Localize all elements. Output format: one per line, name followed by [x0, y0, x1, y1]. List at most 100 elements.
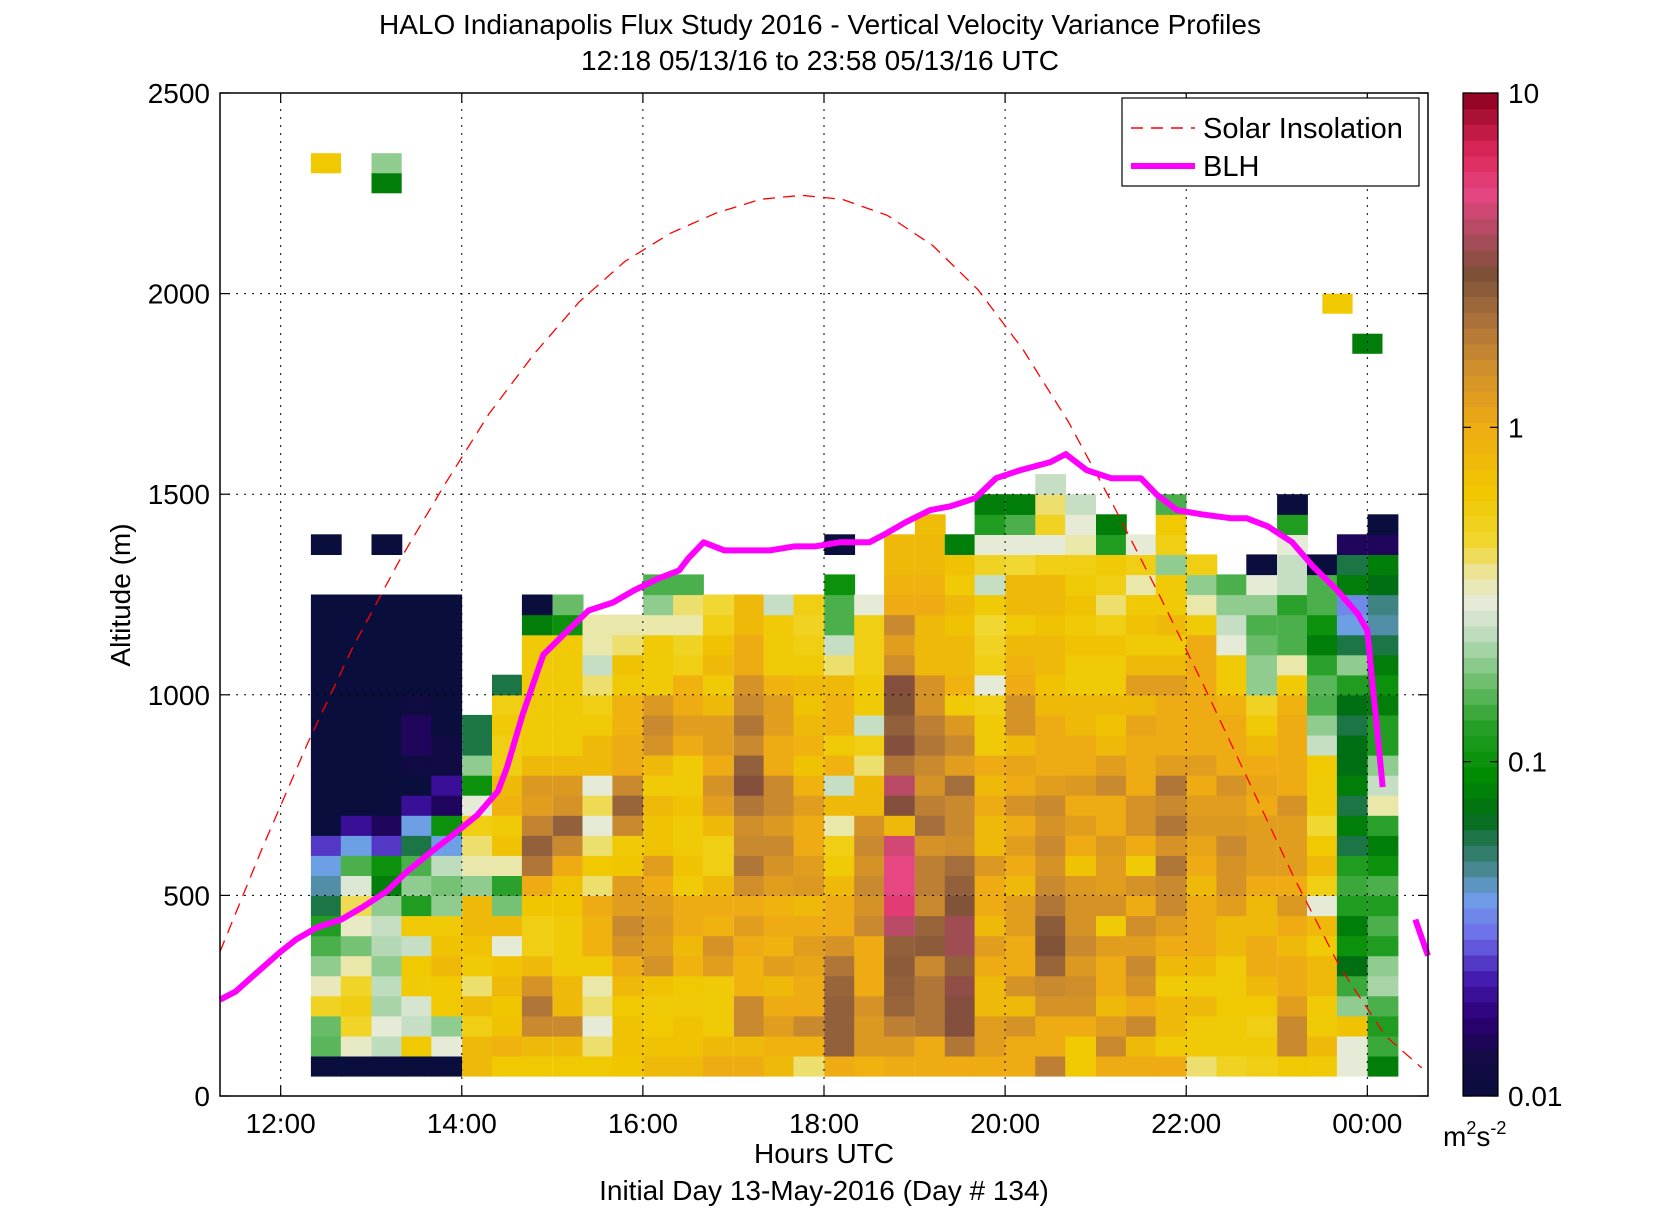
heatmap-cell [854, 955, 885, 977]
heatmap-cell [1035, 855, 1067, 876]
heatmap-cell [1005, 755, 1037, 776]
heatmap-cell [431, 654, 463, 676]
heatmap-cell [462, 1035, 493, 1057]
heatmap-cell [854, 895, 885, 917]
heatmap-cell [462, 755, 493, 776]
colorbar-swatch [1463, 892, 1498, 909]
heatmap-cell [612, 1055, 644, 1077]
heatmap-cell [824, 895, 856, 917]
colorbar-swatch [1463, 484, 1498, 502]
heatmap-cell [1125, 634, 1157, 656]
heatmap-cell [824, 574, 856, 596]
heatmap-cell [1277, 714, 1308, 736]
heatmap-cell [1005, 534, 1037, 555]
heatmap-cell [1277, 855, 1308, 876]
heatmap-cell [1216, 995, 1248, 1017]
heatmap-cell [974, 634, 1006, 656]
heatmap-cell [462, 775, 493, 796]
heatmap-cell [521, 594, 553, 616]
heatmap-cell [1065, 815, 1096, 836]
x-tick-label: 18:00 [789, 1108, 859, 1139]
heatmap-cell [582, 755, 614, 776]
heatmap-cell [763, 835, 795, 856]
heatmap-cell [552, 995, 584, 1017]
heatmap-cell [1246, 795, 1278, 816]
heatmap-cell [1246, 775, 1278, 796]
heatmap-cell [643, 795, 674, 816]
x-tick-label: 14:00 [427, 1108, 497, 1139]
colorbar-swatch [1463, 500, 1498, 517]
colorbar: 0.01 0.1 1 10 m2s-2 [1443, 78, 1563, 1152]
heatmap-cell [1096, 915, 1127, 937]
heatmap-cell [1216, 915, 1248, 937]
heatmap-cell [793, 815, 825, 836]
heatmap-cell [582, 614, 614, 636]
heatmap-cell [582, 694, 614, 716]
heatmap-cell [431, 634, 463, 656]
heatmap-cell [1307, 795, 1338, 816]
heatmap-cell [1186, 694, 1218, 716]
colorbar-swatch [1463, 1048, 1498, 1066]
heatmap-cell [1216, 1015, 1248, 1037]
colorbar-swatch [1463, 124, 1498, 141]
heatmap-cell [1035, 995, 1067, 1017]
heatmap-cell [824, 955, 856, 977]
heatmap-cell [944, 534, 976, 555]
heatmap-cell [643, 755, 674, 776]
heatmap-cell [763, 775, 795, 796]
heatmap-cell [1155, 514, 1187, 535]
heatmap-cell [854, 714, 885, 736]
heatmap-cell [1005, 1015, 1037, 1037]
y-tick-label: 1500 [148, 479, 210, 510]
heatmap-cell [1246, 835, 1278, 856]
grid-lines [220, 93, 1428, 1096]
heatmap-cell [612, 955, 644, 977]
heatmap-cell [974, 554, 1006, 576]
heatmap-cell [1035, 594, 1067, 616]
heatmap-cell [1246, 714, 1278, 736]
heatmap-cell [1005, 815, 1037, 836]
heatmap-cell [673, 775, 704, 796]
heatmap-cell [582, 775, 614, 796]
heatmap-cell [763, 795, 795, 816]
heatmap-cell [371, 714, 403, 736]
y-tick-label: 1000 [148, 680, 210, 711]
colorbar-swatch [1463, 390, 1498, 408]
heatmap-cell [310, 654, 342, 676]
heatmap-cell [1035, 694, 1067, 716]
heatmap-cell [733, 755, 765, 776]
heatmap-cell [1307, 875, 1338, 896]
heatmap-cell [1186, 674, 1218, 696]
heatmap-cell [431, 755, 463, 776]
heatmap-cell [310, 935, 342, 957]
heatmap-cell [974, 734, 1006, 756]
heatmap-cell [401, 714, 433, 736]
heatmap-cell [612, 975, 644, 997]
heatmap-cell [1155, 574, 1187, 596]
heatmap-cell [1035, 734, 1067, 756]
heatmap-cell [1096, 975, 1127, 997]
heatmap-cell [521, 734, 553, 756]
heatmap-cell [1125, 734, 1157, 756]
heatmap-cell [1307, 935, 1338, 957]
heatmap-cell [1186, 1035, 1218, 1057]
heatmap-cell [1155, 955, 1187, 977]
heatmap-cell [854, 734, 885, 756]
heatmap-cell [643, 875, 674, 896]
heatmap-cell [401, 654, 433, 676]
heatmap-cell [974, 534, 1006, 555]
heatmap-cell [854, 935, 885, 957]
colorbar-swatch [1463, 422, 1498, 439]
heatmap-cell [703, 654, 734, 676]
heatmap-cell [1336, 714, 1368, 736]
colorbar-swatch [1463, 782, 1498, 799]
heatmap-cell [340, 975, 372, 997]
heatmap-cell [703, 855, 734, 876]
heatmap-cell [914, 1035, 946, 1057]
heatmap-cell [552, 955, 584, 977]
heatmap-cell [673, 634, 704, 656]
heatmap-cell [401, 955, 433, 977]
heatmap-cell [1277, 514, 1308, 535]
heatmap-cell [1367, 534, 1399, 555]
heatmap-cell [1125, 915, 1157, 937]
